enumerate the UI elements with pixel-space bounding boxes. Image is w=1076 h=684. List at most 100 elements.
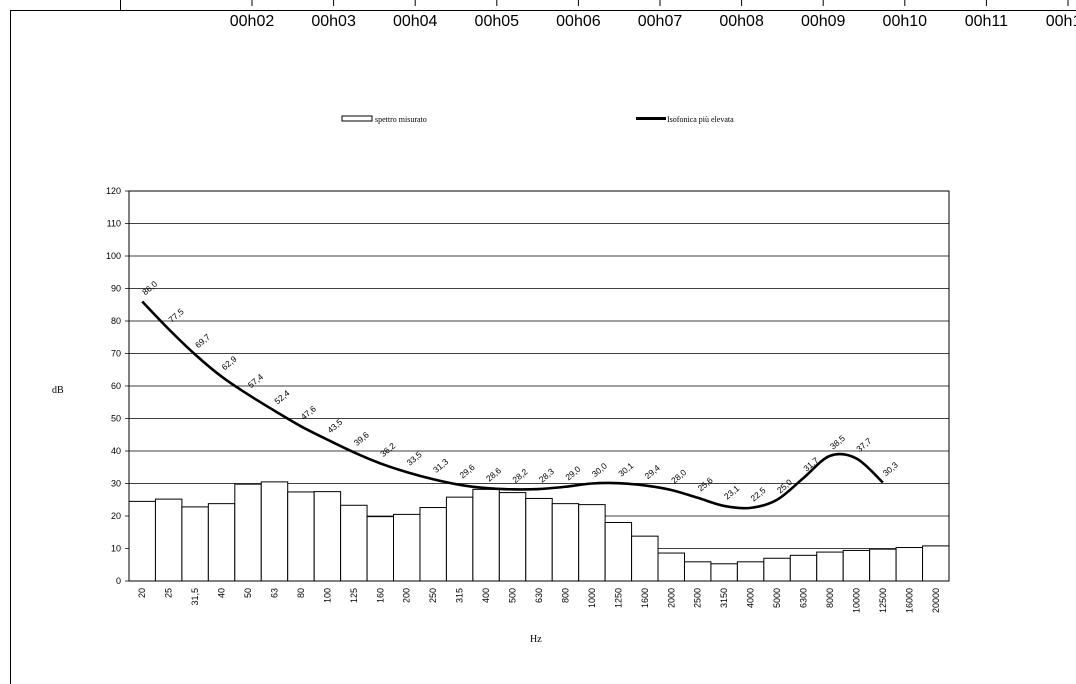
x-tick-label: 2000 bbox=[666, 588, 676, 608]
x-tick-label: 20000 bbox=[931, 588, 941, 613]
time-tick-label: 00h06 bbox=[556, 13, 601, 30]
bar bbox=[287, 491, 315, 582]
y-tick-label: 40 bbox=[111, 446, 121, 456]
x-tick-label: 200 bbox=[402, 588, 412, 603]
bar bbox=[419, 507, 447, 582]
bar bbox=[763, 557, 791, 582]
time-axis-band bbox=[0, 0, 1076, 10]
x-tick-label: 25 bbox=[164, 588, 174, 598]
x-tick-label: 315 bbox=[455, 588, 465, 603]
bar bbox=[578, 504, 606, 582]
x-tick-label: 31,5 bbox=[190, 588, 200, 606]
bar bbox=[340, 504, 368, 582]
y-tick-label: 60 bbox=[111, 381, 121, 391]
bar bbox=[181, 506, 209, 582]
bar bbox=[657, 552, 685, 582]
x-tick-label: 40 bbox=[217, 588, 227, 598]
bar bbox=[472, 488, 500, 582]
x-tick-label: 1250 bbox=[613, 588, 623, 608]
x-tick-label: 4000 bbox=[746, 588, 756, 608]
bar bbox=[234, 483, 262, 582]
y-axis-title: dB bbox=[52, 385, 64, 396]
legend: spettro misurato Isofonica più elevata bbox=[341, 115, 734, 124]
x-tick-label: 250 bbox=[428, 588, 438, 603]
x-tick-label: 80 bbox=[296, 588, 306, 598]
bar bbox=[631, 535, 659, 582]
legend-label-line: Isofonica più elevata bbox=[667, 115, 734, 124]
y-tick-label: 120 bbox=[106, 186, 121, 196]
bar-series bbox=[128, 481, 950, 582]
y-tick-label: 80 bbox=[111, 316, 121, 326]
bar bbox=[260, 481, 289, 582]
bar bbox=[710, 563, 738, 582]
x-tick-label: 400 bbox=[481, 588, 491, 603]
y-tick-label: 90 bbox=[111, 284, 121, 294]
bar bbox=[736, 561, 765, 582]
time-tick-label: 00h03 bbox=[311, 13, 356, 30]
time-tick-label: 00h11 bbox=[965, 13, 1008, 30]
y-axis-ticks: 0 10 20 30 40 50 60 70 80 90 100 110 120 bbox=[106, 186, 121, 586]
bar bbox=[207, 503, 236, 582]
bar bbox=[789, 554, 818, 582]
legend-swatch-bar bbox=[341, 115, 373, 122]
bar bbox=[816, 551, 844, 582]
y-tick-label: 100 bbox=[106, 251, 121, 261]
bar bbox=[869, 548, 897, 582]
y-tick-label: 20 bbox=[111, 511, 121, 521]
time-tick-label: 00h12 bbox=[1046, 13, 1076, 30]
x-tick-label: 50 bbox=[243, 588, 253, 598]
x-tick-label: 12500 bbox=[878, 588, 888, 613]
line-series bbox=[141, 300, 884, 510]
x-tick-label: 1600 bbox=[640, 588, 650, 608]
bar bbox=[498, 492, 527, 582]
bar bbox=[154, 498, 183, 582]
x-axis-title: Hz bbox=[530, 634, 542, 645]
bar bbox=[128, 500, 156, 582]
bar bbox=[551, 503, 580, 582]
time-tick-label: 00h05 bbox=[475, 13, 520, 30]
time-tick-label: 00h10 bbox=[883, 13, 928, 30]
x-tick-label: 500 bbox=[508, 588, 518, 603]
y-tick-label: 0 bbox=[116, 576, 121, 586]
time-tick-label: 00h07 bbox=[638, 13, 683, 30]
x-tick-label: 160 bbox=[375, 588, 385, 603]
y-tick-label: 110 bbox=[107, 219, 121, 229]
x-tick-label: 3150 bbox=[719, 588, 729, 608]
bar bbox=[393, 513, 421, 582]
bar bbox=[604, 522, 633, 582]
bar bbox=[842, 549, 871, 582]
x-tick-label: 16000 bbox=[904, 588, 914, 613]
bar bbox=[366, 516, 395, 582]
x-tick-label: 5000 bbox=[772, 588, 782, 608]
x-tick-label: 630 bbox=[534, 588, 544, 603]
x-tick-label: 63 bbox=[269, 588, 279, 598]
bar bbox=[895, 547, 924, 582]
x-tick-label: 10000 bbox=[851, 588, 861, 613]
y-tick-label: 70 bbox=[111, 349, 121, 359]
bar bbox=[525, 497, 553, 582]
x-tick-label: 1000 bbox=[587, 588, 597, 608]
x-tick-label: 800 bbox=[560, 588, 570, 603]
x-tick-label: 6300 bbox=[799, 588, 809, 608]
x-tick-label: 100 bbox=[322, 588, 332, 603]
time-tick-label: 00h08 bbox=[719, 13, 764, 30]
time-tick-label: 00h04 bbox=[393, 13, 438, 30]
x-tick-label: 8000 bbox=[825, 588, 835, 608]
bar bbox=[445, 496, 474, 582]
x-tick-label: 125 bbox=[349, 588, 359, 603]
y-tick-label: 10 bbox=[111, 544, 121, 554]
y-tick-label: 30 bbox=[111, 479, 121, 489]
x-tick-label: 2500 bbox=[693, 588, 703, 608]
time-axis-strip: 00h02 00h03 00h04 00h05 00h06 00h07 00h08 00h09… bbox=[0, 0, 1076, 30]
time-tick-label: 00h02 bbox=[230, 13, 275, 30]
time-tick-label: 00h09 bbox=[801, 13, 846, 30]
isofonica-line bbox=[141, 300, 884, 510]
y-tick-label: 50 bbox=[111, 414, 121, 424]
legend-label-bar: spettro misurato bbox=[375, 115, 427, 124]
x-tick-label: 20 bbox=[137, 588, 147, 598]
bar bbox=[922, 545, 950, 582]
x-axis-ticks: 20 25 31,5 40 50 63 80 100 125 160 200 250 315 400 500… bbox=[137, 588, 941, 613]
bar bbox=[313, 491, 342, 582]
bar bbox=[683, 561, 712, 582]
